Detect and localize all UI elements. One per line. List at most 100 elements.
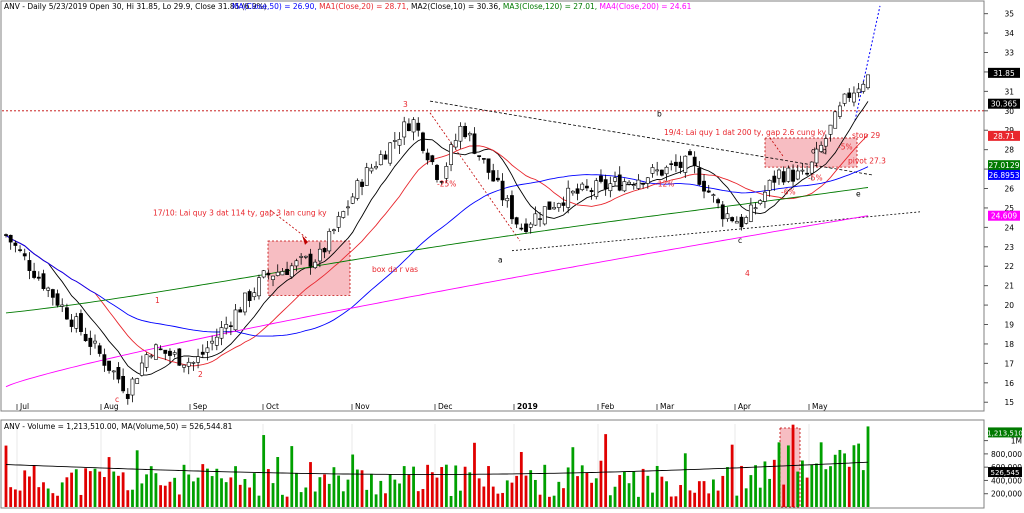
volume-bar-down xyxy=(18,490,22,507)
candle-down xyxy=(421,132,425,151)
y-tick-label: 16 xyxy=(1004,379,1014,388)
volume-bar-up xyxy=(468,472,472,507)
volume-bar-down xyxy=(23,470,27,507)
candle-down xyxy=(8,234,13,243)
volume-bar-down xyxy=(421,489,425,507)
volume-bar-down xyxy=(416,491,420,507)
candle-up xyxy=(149,355,154,358)
volume-bar-down xyxy=(482,486,486,507)
price-tag-label: 31.85 xyxy=(993,69,1015,78)
volume-bar-up xyxy=(154,473,158,507)
volume-bar-down xyxy=(693,492,697,507)
candle-up xyxy=(369,167,374,172)
volume-bar-up xyxy=(252,473,256,507)
volume-bar-down xyxy=(37,487,41,507)
candle-down xyxy=(107,360,111,371)
candle-up xyxy=(341,211,346,218)
candle-up xyxy=(275,271,280,276)
candle-down xyxy=(406,123,411,132)
volume-bar-down xyxy=(721,475,725,507)
y-tick-label: 30 xyxy=(1004,107,1014,116)
candle-down xyxy=(585,185,589,189)
volume-bar-up xyxy=(60,482,64,507)
price-tag-box xyxy=(988,169,1020,180)
volume-bar-down xyxy=(117,475,120,507)
volume-bar-up xyxy=(196,477,200,507)
candle-down xyxy=(102,354,107,366)
candle-up xyxy=(777,169,781,179)
candle-up xyxy=(350,196,355,204)
volume-bar-up xyxy=(557,481,561,507)
candle-down xyxy=(88,337,93,347)
volume-bar-down xyxy=(524,475,528,507)
annotation-text: -5% xyxy=(808,174,823,183)
candle-up xyxy=(758,200,763,204)
candle-down xyxy=(589,190,594,193)
candle-down xyxy=(4,234,8,236)
volume-bar-down xyxy=(782,484,786,507)
candle-up xyxy=(210,340,215,344)
volume-tag-box xyxy=(988,467,1022,478)
volume-bar-up xyxy=(93,468,97,507)
volume-tick-label: 1M xyxy=(1011,437,1022,446)
volume-bar-up xyxy=(608,495,612,507)
candle-down xyxy=(477,155,482,157)
candle-up xyxy=(763,191,767,202)
candle-down xyxy=(730,217,735,222)
candle-up xyxy=(271,275,275,280)
x-tick-label: Aug xyxy=(104,402,119,411)
candle-down xyxy=(36,276,41,279)
candle-up xyxy=(809,161,814,174)
candle-up xyxy=(182,364,186,368)
volume-bar-up xyxy=(454,465,458,507)
candle-down xyxy=(524,223,528,232)
volume-bar-up xyxy=(318,477,322,507)
volume-bar-up xyxy=(637,496,640,507)
volume-bar-up xyxy=(622,471,626,507)
volume-bar-up xyxy=(796,471,800,507)
candle-down xyxy=(79,313,83,333)
candle-up xyxy=(411,119,416,133)
candle-up xyxy=(135,378,140,384)
candle-down xyxy=(519,227,524,230)
price-tag-label: 28.71 xyxy=(993,132,1015,141)
candle-down xyxy=(439,181,444,183)
annotation-text: 17/10: Lai quy 3 dat 114 ty, gap 3 lan c… xyxy=(153,209,327,218)
candle-up xyxy=(289,265,294,278)
volume-bar-up xyxy=(271,483,275,507)
volume-bar-down xyxy=(159,485,162,507)
candle-down xyxy=(805,172,809,175)
candle-up xyxy=(608,183,613,192)
volume-bar-up xyxy=(763,461,767,507)
volume-bar-down xyxy=(360,470,364,507)
volume-bar-down xyxy=(440,467,444,507)
candle-up xyxy=(261,270,266,278)
volume-bar-down xyxy=(487,466,490,507)
volume-bar-down xyxy=(13,489,17,507)
volume-bar-down xyxy=(576,476,579,507)
volume-bar-down xyxy=(65,477,69,507)
candle-up xyxy=(842,93,847,104)
annotation-text: b xyxy=(822,147,827,156)
volume-bar-down xyxy=(599,460,603,507)
volume-bar-up xyxy=(412,466,415,507)
candle-down xyxy=(425,152,430,161)
y-tick-label: 22 xyxy=(1004,262,1014,271)
volume-bar-up xyxy=(388,474,392,507)
candle-down xyxy=(547,201,552,210)
volume-bar-up xyxy=(758,487,762,507)
candle-up xyxy=(294,260,299,267)
volume-bar-down xyxy=(107,457,111,507)
candle-up xyxy=(533,213,538,226)
candle-down xyxy=(416,122,421,131)
volume-bar-down xyxy=(515,475,519,507)
volume-tick-label: 800,000 xyxy=(991,450,1022,459)
candle-down xyxy=(472,133,477,154)
candle-down xyxy=(163,349,168,354)
candle-up xyxy=(392,140,397,142)
candle-down xyxy=(116,367,121,380)
x-tick-label: Nov xyxy=(355,402,370,411)
legend-entry: MA(Close,50) = 26.90, xyxy=(232,2,317,11)
candle-down xyxy=(674,161,678,167)
volume-bar-up xyxy=(810,464,814,507)
